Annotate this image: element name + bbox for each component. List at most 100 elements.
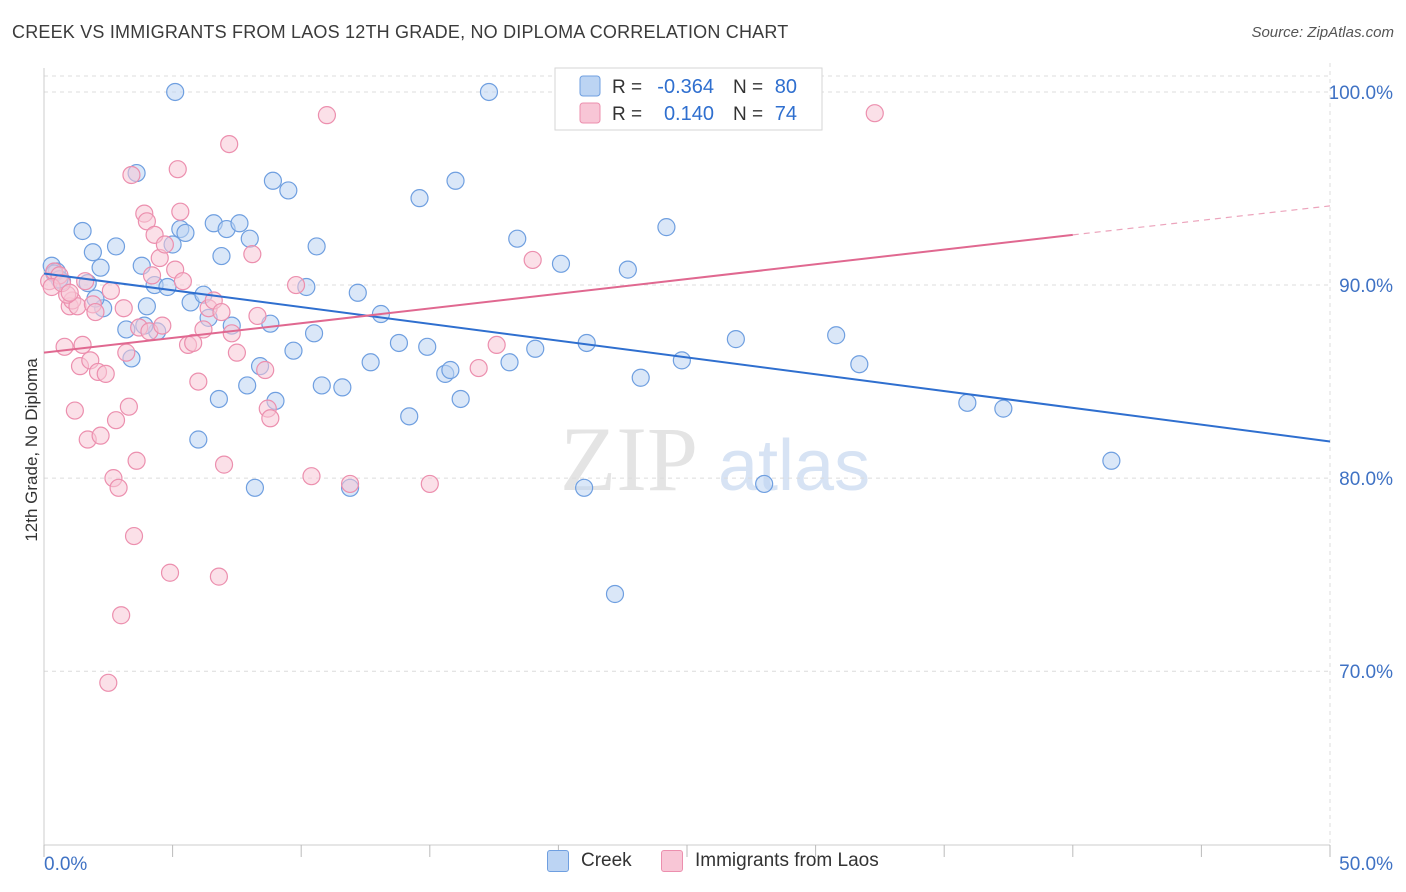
stats-swatch-laos (579, 102, 601, 124)
laos-point (340, 474, 360, 494)
laos-point (55, 337, 74, 356)
creek-point (958, 393, 977, 412)
creek-point (279, 181, 298, 200)
stats-n-value-laos: 74 (775, 103, 797, 125)
laos-point (209, 567, 228, 586)
laos-point (76, 272, 95, 291)
laos-point (212, 302, 231, 322)
creek-point (83, 243, 102, 262)
watermark-atlas: atlas (718, 426, 870, 506)
creek-point (605, 584, 625, 604)
laos-point (137, 212, 156, 231)
creek-point (176, 223, 195, 243)
laos-trend-line (43, 233, 1073, 354)
laos-point (119, 397, 138, 416)
creek-point (446, 171, 465, 190)
creek-point (137, 297, 156, 316)
creek-point (994, 399, 1013, 418)
creek-point (73, 221, 92, 241)
creek-point (245, 478, 265, 497)
creek-point (209, 389, 228, 409)
laos-point (243, 245, 262, 264)
laos-point (112, 606, 131, 625)
creek-point (575, 478, 594, 497)
laos-point (73, 335, 92, 355)
laos-point (523, 250, 542, 270)
creek-point (618, 260, 637, 279)
creek-point (400, 407, 419, 426)
creek-swatch (547, 850, 569, 872)
creek-point (212, 246, 231, 266)
creek-point (479, 82, 499, 102)
creek-point (657, 218, 676, 237)
stats-swatch-creek (579, 75, 601, 97)
legend-item-creek[interactable]: Creek (547, 850, 632, 872)
laos-point (256, 360, 275, 380)
creek-point (304, 324, 324, 343)
laos-point (109, 478, 128, 497)
laos-point (469, 358, 488, 378)
creek-point (389, 333, 409, 353)
laos-point (122, 165, 141, 185)
y-tick-label: 100.0% (1329, 83, 1394, 104)
creek-point (631, 368, 650, 387)
laos-point (142, 266, 162, 285)
bottom-legend: Creek Immigrants from Laos (0, 850, 1406, 880)
creek-point (755, 474, 774, 494)
laos-point (487, 335, 506, 355)
laos-point (160, 563, 180, 582)
laos-point (96, 364, 115, 383)
source-note: Source: ZipAtlas.com (1251, 24, 1394, 41)
laos-point (171, 202, 190, 221)
laos-point (227, 343, 246, 362)
laos-point (99, 673, 118, 692)
creek-point (166, 82, 185, 102)
chart-title: CREEK VS IMMIGRANTS FROM LAOS 12TH GRADE… (12, 22, 789, 42)
legend-item-laos[interactable]: Immigrants from Laos (661, 850, 879, 872)
laos-point (101, 281, 120, 300)
creek-trend-line (43, 272, 1331, 443)
y-tick-label: 90.0% (1339, 276, 1393, 297)
x-tick-label-min: 0.0% (44, 854, 87, 875)
creek-point (230, 214, 249, 233)
stats-n-value-creek: 80 (775, 76, 797, 98)
laos-point (317, 106, 337, 125)
creek-point (827, 326, 846, 345)
laos-point (86, 302, 105, 322)
laos-point (184, 333, 203, 353)
laos-point (173, 272, 192, 291)
creek-point (238, 376, 257, 395)
creek-point (312, 376, 331, 395)
laos-point (261, 409, 280, 428)
stats-r-label-creek: R = (612, 77, 642, 98)
laos-point (153, 316, 172, 335)
laos-swatch (661, 850, 683, 872)
laos-point (155, 235, 174, 254)
creek-point (850, 355, 869, 374)
stats-n-label-creek: N = (733, 77, 763, 98)
laos-trend-extension (1072, 205, 1331, 236)
x-tick-label-max: 50.0% (1339, 854, 1393, 875)
stats-n-label-laos: N = (733, 104, 763, 125)
creek-point (333, 378, 352, 397)
laos-point (168, 160, 187, 179)
creek-point (726, 330, 745, 349)
creek-point (551, 254, 571, 273)
laos-point (65, 401, 84, 420)
stats-r-value-creek: -0.364 (657, 76, 714, 98)
creek-point (451, 389, 470, 409)
laos-point (214, 455, 234, 474)
laos-point (127, 451, 146, 470)
creek-point (508, 229, 527, 248)
creek-point (418, 337, 437, 356)
laos-point (60, 283, 79, 302)
creek-point (410, 189, 429, 208)
laos-point (117, 343, 136, 362)
creek-point (307, 237, 326, 256)
y-tick-label: 70.0% (1339, 662, 1393, 683)
stats-r-value-laos: 0.140 (664, 103, 714, 125)
creek-point (263, 171, 283, 190)
laos-point (420, 474, 439, 494)
creek-point (500, 353, 519, 372)
